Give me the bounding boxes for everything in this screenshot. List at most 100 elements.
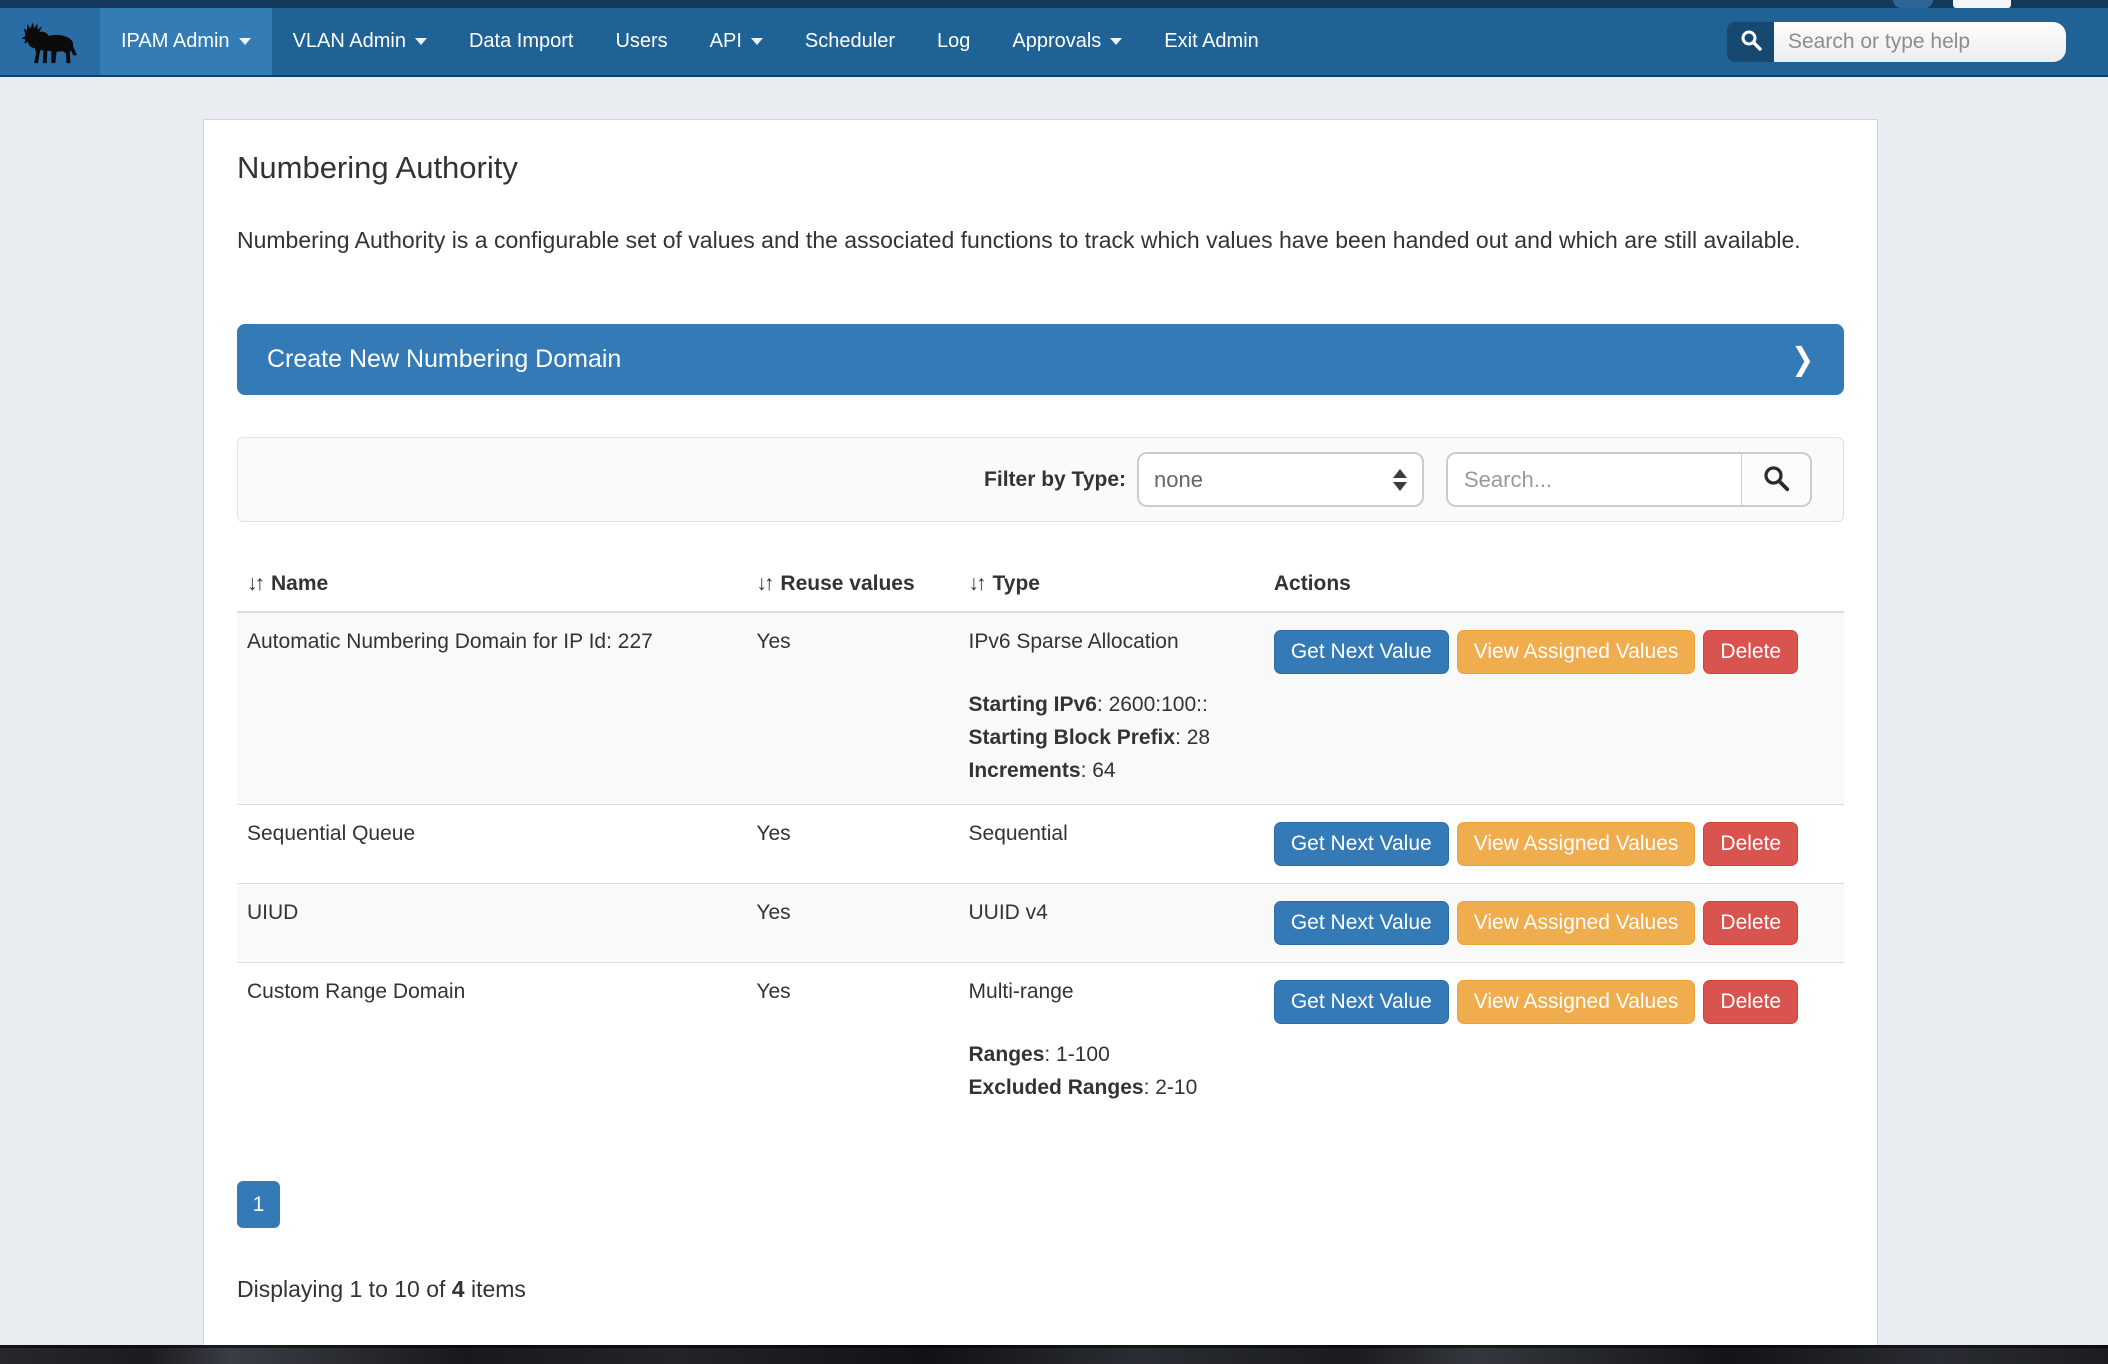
navbar-main: IPAM Admin VLAN Admin Data Import Users … [0,8,2108,77]
background-photo-strip [0,1345,2108,1364]
delete-button[interactable]: Delete [1703,822,1799,867]
detail-line: Increments64 [969,754,1254,787]
view-assigned-values-button[interactable]: View Assigned Values [1456,980,1696,1025]
view-assigned-values-button[interactable]: View Assigned Values [1456,822,1696,867]
type-cell: Multi-range Ranges1-100 Excluded Ranges2… [958,962,1264,1122]
navbar-top-strip [0,0,2108,8]
sort-icon: ↓↑ [247,572,265,595]
get-next-value-button[interactable]: Get Next Value [1273,980,1449,1025]
type-label: IPv6 Sparse Allocation [968,630,1179,653]
column-header-reuse-values[interactable]: ↓↑ Reuse values [746,560,959,613]
table-search-button[interactable] [1742,452,1812,507]
type-filter-select[interactable]: none [1137,452,1424,507]
nav-item-label: Scheduler [804,30,895,52]
reuse-values-cell: Yes [746,883,959,963]
page-1-button[interactable]: 1 [237,1181,280,1229]
nav-item-data-import[interactable]: Data Import [448,8,594,75]
filter-panel: Filter by Type: none [237,437,1844,522]
view-assigned-values-button[interactable]: View Assigned Values [1456,630,1696,675]
page-description: Numbering Authority is a configurable se… [237,227,1801,253]
nav-menu: IPAM Admin VLAN Admin Data Import Users … [100,8,1280,75]
domain-name-cell: Automatic Numbering Domain for IP Id: 22… [237,611,747,805]
type-label: Multi-range [968,980,1074,1004]
caret-down-icon [414,38,427,45]
table-row: Automatic Numbering Domain for IP Id: 22… [237,611,1844,805]
nav-item-approvals[interactable]: Approvals [991,8,1143,75]
type-cell: Sequential [958,803,1264,884]
type-details: Starting IPv62600:100:: Starting Block P… [969,688,1254,787]
search-icon [1761,463,1791,496]
nav-item-label: Data Import [468,30,574,52]
nav-item-label: Approvals [1012,30,1102,52]
chevron-right-icon: ❯ [1791,341,1814,377]
detail-line: Ranges1-100 [969,1038,1254,1071]
sort-icon: ↓↑ [968,572,987,595]
selected-option-label: none [1154,466,1203,492]
nav-item-label: Users [615,30,668,52]
nav-item-ipam-admin[interactable]: IPAM Admin [100,8,272,75]
delete-button[interactable]: Delete [1703,901,1799,946]
get-next-value-button[interactable]: Get Next Value [1273,822,1449,867]
table-search-input[interactable] [1446,452,1742,507]
brand-logo[interactable] [0,8,100,75]
domain-name-cell: Sequential Queue [237,803,747,884]
view-assigned-values-button[interactable]: View Assigned Values [1456,901,1696,946]
table-row: UIUD Yes UUID v4 Get Next Value View Assi… [237,883,1844,963]
caret-down-icon [1110,38,1123,45]
help-search-input[interactable] [1774,21,2066,62]
moose-icon [17,15,83,69]
browser-artifact-dark [1893,0,1933,8]
delete-button[interactable]: Delete [1703,980,1799,1025]
detail-line: Excluded Ranges2-10 [969,1071,1254,1104]
table-row: Custom Range Domain Yes Multi-range Rang… [237,962,1844,1122]
page-title: Numbering Authority [237,150,518,185]
results-summary: Displaying 1 to 10 of 4 items [237,1276,526,1303]
reuse-values-cell: Yes [746,803,959,884]
nav-item-vlan-admin[interactable]: VLAN Admin [272,8,448,75]
create-new-numbering-domain-button[interactable]: Create New Numbering Domain ❯ [237,324,1844,395]
type-label: Sequential [968,822,1068,845]
caret-down-icon [238,38,251,45]
nav-item-label: IPAM Admin [121,30,230,52]
nav-item-users[interactable]: Users [594,8,688,75]
table-header-row: ↓↑ Name ↓↑ Reuse values ↓↑ Type Actions [237,560,1844,613]
type-cell: UUID v4 [958,883,1264,963]
select-spinner-icon [1393,468,1407,491]
get-next-value-button[interactable]: Get Next Value [1273,901,1449,946]
column-header-type[interactable]: ↓↑ Type [958,560,1264,613]
sort-icon: ↓↑ [756,572,774,595]
type-cell: IPv6 Sparse Allocation Starting IPv62600… [958,611,1264,805]
nav-item-scheduler[interactable]: Scheduler [784,8,916,75]
nav-item-log[interactable]: Log [916,8,991,75]
actions-cell: Get Next Value View Assigned Values Delete [1263,883,1844,963]
get-next-value-button[interactable]: Get Next Value [1273,630,1449,675]
column-header-actions: Actions [1263,560,1844,613]
browser-artifact-white [1953,0,2011,8]
detail-line: Starting Block Prefix28 [969,721,1254,754]
actions-cell: Get Next Value View Assigned Values Delete [1263,611,1844,805]
detail-line: Starting IPv62600:100:: [969,688,1254,721]
item-count: 4 [451,1276,465,1303]
content-card: Numbering Authority Numbering Authority … [203,119,1878,1345]
table-search-group [1446,452,1812,507]
top-navbar: IPAM Admin VLAN Admin Data Import Users … [0,0,2108,77]
filter-by-type-label: Filter by Type: [984,467,1126,491]
reuse-values-cell: Yes [746,962,959,1122]
nav-item-label: Exit Admin [1164,30,1259,52]
actions-cell: Get Next Value View Assigned Values Delete [1263,962,1844,1122]
nav-item-label: VLAN Admin [292,30,406,52]
column-header-name[interactable]: ↓↑ Name [237,560,747,613]
help-search-button[interactable] [1727,21,1774,62]
create-button-label: Create New Numbering Domain [267,345,622,373]
nav-item-label: API [709,30,742,52]
nav-item-api[interactable]: API [689,8,784,75]
type-label: UUID v4 [968,901,1048,925]
caret-down-icon [750,38,763,45]
table-row: Sequential Queue Yes Sequential Get Next… [237,803,1844,884]
domain-name-cell: UIUD [237,883,747,963]
delete-button[interactable]: Delete [1703,630,1799,675]
reuse-values-cell: Yes [746,611,959,805]
nav-item-label: Log [936,30,971,52]
actions-cell: Get Next Value View Assigned Values Delete [1263,803,1844,884]
nav-item-exit-admin[interactable]: Exit Admin [1143,8,1279,75]
